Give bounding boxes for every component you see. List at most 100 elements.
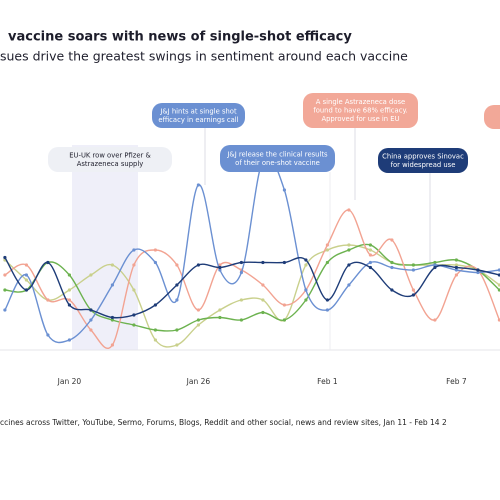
point (347, 208, 351, 212)
point (497, 273, 500, 277)
point (368, 248, 372, 252)
point (433, 318, 437, 322)
point (67, 288, 71, 292)
point (196, 323, 200, 327)
point (282, 260, 286, 265)
point (3, 288, 7, 292)
point (3, 308, 7, 312)
point (433, 265, 437, 270)
point (261, 310, 265, 315)
x-tick-label: Feb 1 (317, 377, 338, 386)
point (46, 260, 50, 265)
point (411, 268, 415, 272)
point (132, 313, 136, 317)
point (239, 298, 243, 302)
x-tick-label: Jan 20 (57, 377, 82, 386)
point (196, 318, 200, 322)
point (304, 288, 308, 292)
point (239, 270, 243, 275)
annotation-text: China approves Sinovac (382, 152, 464, 160)
point (3, 273, 7, 277)
point (67, 338, 71, 342)
point (24, 278, 28, 282)
point (175, 298, 179, 302)
point (497, 283, 500, 287)
point (325, 298, 329, 302)
point (411, 263, 415, 267)
point (368, 265, 372, 270)
point (110, 343, 114, 347)
point (218, 308, 222, 312)
point (110, 263, 114, 267)
annotation-text: J&J hints at single shot (159, 107, 237, 115)
annotation-box (152, 103, 245, 128)
point (411, 288, 415, 292)
annotation-text: efficacy in earnings call (158, 116, 238, 124)
point (368, 243, 372, 247)
point (175, 328, 179, 332)
point (239, 260, 243, 265)
point (325, 248, 329, 252)
point (476, 270, 480, 275)
point (454, 268, 458, 272)
point (497, 268, 500, 272)
x-tick-label: Jan 26 (186, 377, 211, 386)
annotation-text: Approved for use in EU (321, 115, 399, 123)
point (325, 260, 329, 265)
point (368, 260, 372, 265)
point (433, 263, 437, 267)
point (347, 283, 351, 287)
point (454, 273, 458, 277)
point (368, 253, 372, 257)
point (282, 318, 286, 322)
point (239, 318, 243, 322)
point (282, 188, 286, 192)
point (3, 255, 7, 260)
plot (3, 155, 500, 349)
point (411, 293, 415, 297)
point (196, 308, 200, 312)
highlight-band (72, 145, 138, 350)
point (24, 273, 28, 277)
point (218, 315, 222, 320)
point (304, 258, 308, 262)
point (110, 318, 114, 322)
annotations: EU-UK row over Pfizer &Astrazeneca suppl… (48, 93, 468, 173)
annotation-text: J&J release the clinical results (226, 150, 328, 158)
annotation-box (220, 145, 335, 172)
point (89, 273, 93, 277)
point (110, 315, 114, 320)
point (497, 288, 500, 292)
point (497, 318, 500, 322)
point (347, 263, 351, 267)
annotation-text: Astrazeneca supply (77, 160, 144, 168)
point (390, 260, 394, 265)
point (153, 338, 157, 342)
point (89, 328, 93, 332)
chart-subtitle: sues drive the greatest swings in sentim… (0, 49, 408, 64)
point (46, 298, 50, 302)
point (175, 343, 179, 347)
point (196, 263, 200, 267)
point (325, 243, 329, 247)
point (132, 323, 136, 327)
point (218, 268, 222, 272)
point (153, 260, 157, 265)
annotation-text: for widespread use (391, 161, 456, 169)
footnote: ccines across Twitter, YouTube, Sermo, F… (0, 418, 447, 427)
point (24, 288, 28, 292)
point (153, 248, 157, 252)
point (153, 328, 157, 332)
point (282, 303, 286, 307)
point (390, 265, 394, 270)
point (347, 243, 351, 247)
point (67, 273, 71, 277)
annotation-text: A single Astrazeneca dose (316, 98, 405, 106)
series-line (4, 243, 500, 332)
point (175, 283, 179, 287)
point (132, 288, 136, 292)
annotation-box (48, 147, 172, 172)
point (454, 258, 458, 262)
annotation-box (378, 148, 468, 173)
